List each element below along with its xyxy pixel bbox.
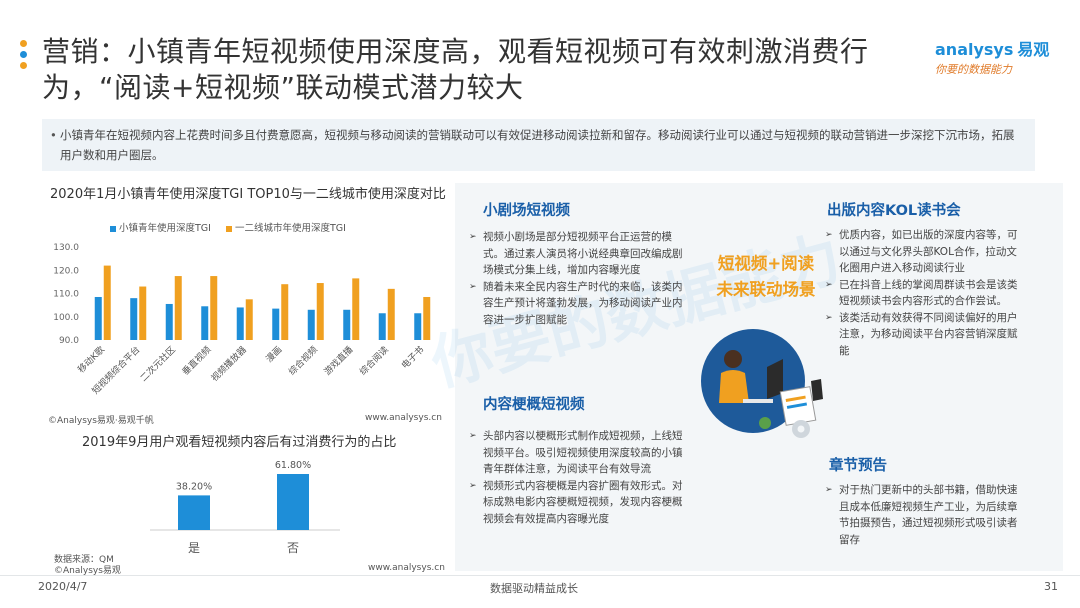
section-list-1: 视频小剧场是部分短视频平台正运营的模式。通过素人演员将小说经典章回改编成剧场模式… (469, 229, 687, 328)
x-tick-label: 垂直视频 (179, 344, 213, 378)
y-tick-label: 130.0 (53, 243, 79, 253)
reading-illustration (701, 329, 823, 438)
person-body-icon (719, 370, 749, 403)
bar-2 (245, 299, 253, 340)
chart2-title: 2019年9月用户观看短视频内容后有过消费行为的占比 (82, 435, 397, 450)
x-tick-label: 否 (287, 541, 299, 555)
list-item: 头部内容以梗概形式制作成短视频，上线短视频平台。吸引短视频使用深度较高的小镇青年… (469, 428, 687, 478)
scenario-panel: 你要的数据能力 小剧场短视频 视频小剧场是部分短视频平台正运营的模式。通过素人演… (425, 183, 1063, 571)
x-tick-label: 视频播放器 (209, 344, 249, 384)
bar-1 (130, 298, 138, 340)
legend-item-2: 一二线城市年使用深度TGI (226, 223, 346, 234)
desk-icon (743, 399, 773, 403)
badge-icon (759, 417, 771, 429)
bar-1 (94, 296, 102, 340)
section-title-1: 小剧场短视频 (483, 203, 570, 219)
section-title-4: 章节预告 (829, 458, 887, 474)
chart1-svg: 130.0120.0110.0100.090.0移动K歌短视频综合平台二次元社区… (53, 243, 431, 397)
y-tick-label: 120.0 (53, 266, 79, 276)
footer-tagline: 数据驱动精益成长 (490, 582, 578, 595)
bar-2 (423, 296, 431, 340)
bar-2 (352, 278, 360, 340)
page-title: 营销：小镇青年短视频使用深度高，观看短视频可有效刺激消费行为，“阅读+短视频”联… (42, 35, 869, 104)
bar-1 (272, 308, 280, 340)
x-tick-label: 电子书 (399, 344, 427, 372)
bar-1 (201, 306, 209, 340)
center-label-line-1: 短视频+阅读 (717, 254, 815, 273)
center-label: 短视频+阅读 未来联动场景 (701, 251, 831, 303)
logo: analysys 易观 你要的数据能力 (935, 36, 1060, 77)
bar-2 (210, 276, 218, 340)
legend-item-1: 小镇青年使用深度TGI (110, 223, 211, 234)
phone-icon (811, 379, 823, 401)
bar-2 (281, 284, 289, 340)
chart1-legend: 小镇青年使用深度TGI 一二线城市年使用深度TGI (110, 220, 346, 234)
y-tick-label: 100.0 (53, 313, 79, 323)
bar-1 (343, 309, 351, 340)
section-title-2: 内容梗概短视频 (483, 397, 585, 413)
list-item: 视频小剧场是部分短视频平台正运营的模式。通过素人演员将小说经典章回改编成剧场模式… (469, 229, 687, 279)
section-list-2: 头部内容以梗概形式制作成短视频，上线短视频平台。吸引短视频使用深度较高的小镇青年… (469, 428, 687, 527)
summary-box: 小镇青年在短视频内容上花费时间多且付费意愿高，短视频与移动阅读的营销联动可以有效… (42, 119, 1035, 171)
chart2-data-source: 数据来源：QM (54, 555, 114, 565)
section-list-3: 优质内容，如已出版的深度内容等，可以通过与文化界头部KOL合作，拉动文化圈用户进… (825, 227, 1021, 359)
chart2-svg: 38.20% 是 61.80% 否 (150, 460, 340, 555)
logo-slogan: 你要的数据能力 (935, 63, 1012, 76)
footer-date: 2020/4/7 (38, 580, 88, 593)
x-tick-label: 移动K歌 (75, 344, 107, 376)
list-item: 视频形式内容梗概是内容扩圈有效形式。对标成熟电影内容梗概短视频，发现内容梗概视频… (469, 478, 687, 528)
footer-page-number: 31 (1044, 580, 1058, 593)
bar (178, 495, 210, 530)
laptop-icon (767, 359, 783, 399)
logo-brand-cn: 易观 (1017, 40, 1050, 59)
data-label: 61.80% (275, 460, 311, 471)
bar-2 (103, 265, 111, 340)
bar-1 (378, 313, 386, 340)
person-head-icon (724, 350, 742, 368)
x-tick-label: 综合阅读 (357, 344, 391, 378)
y-tick-label: 90.0 (59, 336, 79, 346)
x-tick-label: 漫画 (263, 344, 284, 365)
list-item: 优质内容，如已出版的深度内容等，可以通过与文化界头部KOL合作，拉动文化圈用户进… (825, 227, 1021, 277)
bar-1 (414, 313, 422, 340)
y-tick-label: 110.0 (53, 290, 79, 300)
logo-brand: analysys (935, 40, 1014, 59)
list-item: 已在抖音上线的掌阅周群读书会是该类短视频读书会内容形式的合作尝试。 (825, 277, 1021, 310)
list-item: 随着未来全民内容生产时代的来临，该类内容生产预计将蓬勃发展，为移动阅读产业内容进… (469, 279, 687, 329)
bar-1 (236, 307, 244, 340)
section-list-4: 对于热门更新中的头部书籍，借助快速且成本低廉短视频生产工业，为后续章节拍摄预告，… (825, 482, 1021, 548)
data-label: 38.20% (176, 481, 212, 492)
bar-2 (174, 276, 182, 340)
title-dots (20, 40, 27, 73)
dot-blue (20, 51, 27, 58)
chart2-site: www.analysys.cn (368, 563, 445, 573)
bar-1 (165, 303, 173, 340)
bar-2 (387, 288, 395, 340)
list-item: 该类活动有效获得不同阅读偏好的用户注意，为移动阅读平台内容营销深度赋能 (825, 310, 1021, 360)
footer-divider (0, 575, 1080, 576)
chart1-site: www.analysys.cn (365, 413, 442, 423)
center-label-line-2: 未来联动场景 (716, 280, 816, 299)
bar-2 (316, 283, 324, 340)
bar-1 (307, 309, 315, 340)
dot-orange (20, 40, 27, 47)
bar-2 (139, 286, 147, 340)
bar (277, 474, 309, 530)
x-tick-label: 是 (188, 541, 200, 555)
x-tick-label: 二次元社区 (138, 344, 178, 384)
chart2-source: ©Analysys易观 (54, 566, 121, 576)
x-tick-label: 游戏直播 (321, 344, 355, 378)
x-tick-label: 综合视频 (286, 344, 320, 378)
chart1-title: 2020年1月小镇青年使用深度TGI TOP10与一二线城市使用深度对比 (50, 187, 446, 202)
list-item: 对于热门更新中的头部书籍，借助快速且成本低廉短视频生产工业，为后续章节拍摄预告，… (825, 482, 1021, 548)
section-title-3: 出版内容KOL读书会 (827, 203, 961, 219)
chart1-source: ©Analysys易观·易观千帆 (48, 416, 154, 426)
dot-orange-2 (20, 62, 27, 69)
